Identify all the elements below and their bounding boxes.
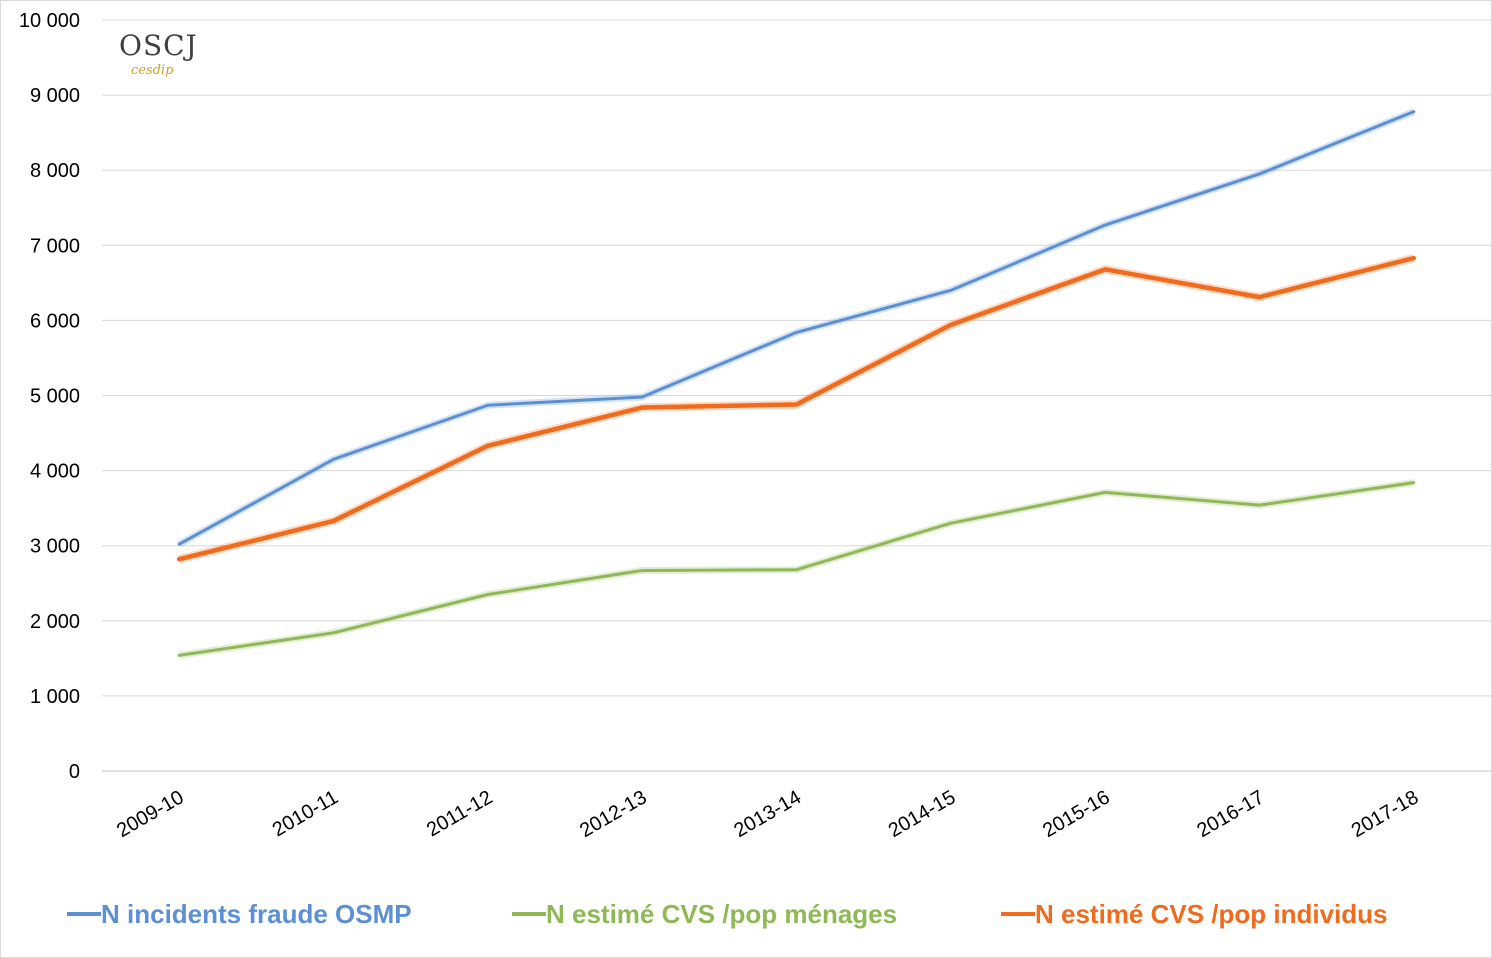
y-tick-label: 0 bbox=[69, 761, 80, 783]
legend-swatch-menages bbox=[512, 912, 546, 916]
legend-label-individus: N estimé CVS /pop individus bbox=[1035, 898, 1388, 929]
x-tick-label: 2011-12 bbox=[423, 786, 496, 841]
y-tick-label: 9 000 bbox=[30, 85, 80, 107]
series-line-glow bbox=[178, 253, 1415, 564]
series-line-0 bbox=[177, 110, 1416, 546]
x-tick-label: 2009-10 bbox=[113, 786, 188, 842]
logo-main-text: OSCJ bbox=[119, 29, 198, 62]
x-tick-label: 2017-18 bbox=[1348, 786, 1423, 842]
y-tick-label: 8 000 bbox=[30, 160, 80, 182]
x-tick-label: 2016-17 bbox=[1193, 786, 1268, 842]
logo-sub-text: cesdip bbox=[131, 63, 174, 78]
x-tick-label: 2010-11 bbox=[269, 786, 342, 841]
y-tick-label: 4 000 bbox=[30, 461, 80, 483]
y-tick-label: 3 000 bbox=[30, 536, 80, 558]
y-tick-label: 1 000 bbox=[30, 686, 80, 708]
legend-item-individus: N estimé CVS /pop individus bbox=[1001, 894, 1388, 934]
series-line-glow bbox=[177, 108, 1416, 548]
grid-lines bbox=[102, 19, 1491, 772]
legend-swatch-individus bbox=[1001, 912, 1035, 916]
legend-label-menages: N estimé CVS /pop ménages bbox=[546, 898, 898, 929]
oscj-logo: OSCJ cesdip bbox=[119, 29, 219, 89]
legend-item-osmp: N incidents fraude OSMP bbox=[67, 894, 412, 934]
x-tick-label: 2014-15 bbox=[885, 786, 960, 842]
x-tick-label: 2013-14 bbox=[730, 786, 805, 842]
legend-item-menages: N estimé CVS /pop ménages bbox=[512, 894, 897, 934]
y-tick-label: 7 000 bbox=[30, 235, 80, 257]
x-tick-label: 2015-16 bbox=[1039, 786, 1114, 842]
y-tick-label: 5 000 bbox=[30, 386, 80, 408]
x-tick-label: 2012-13 bbox=[576, 786, 651, 842]
y-tick-label: 6 000 bbox=[30, 310, 80, 332]
legend-swatch-osmp bbox=[67, 912, 101, 916]
y-axis-ticks: 0 1 000 2 000 3 000 4 000 5 000 6 000 7 000 8 00… bbox=[19, 10, 80, 783]
y-tick-label: 10 000 bbox=[19, 10, 80, 32]
chart-legend: N incidents fraude OSMP N estimé CVS /po… bbox=[1, 894, 1492, 934]
x-axis-ticks: 2009-10 2010-11 2011-12 2012-13 2013-14 2014-… bbox=[113, 786, 1422, 842]
series-lines bbox=[176, 108, 1417, 659]
y-tick-label: 2 000 bbox=[30, 611, 80, 633]
legend-label-osmp: N incidents fraude OSMP bbox=[101, 898, 412, 929]
